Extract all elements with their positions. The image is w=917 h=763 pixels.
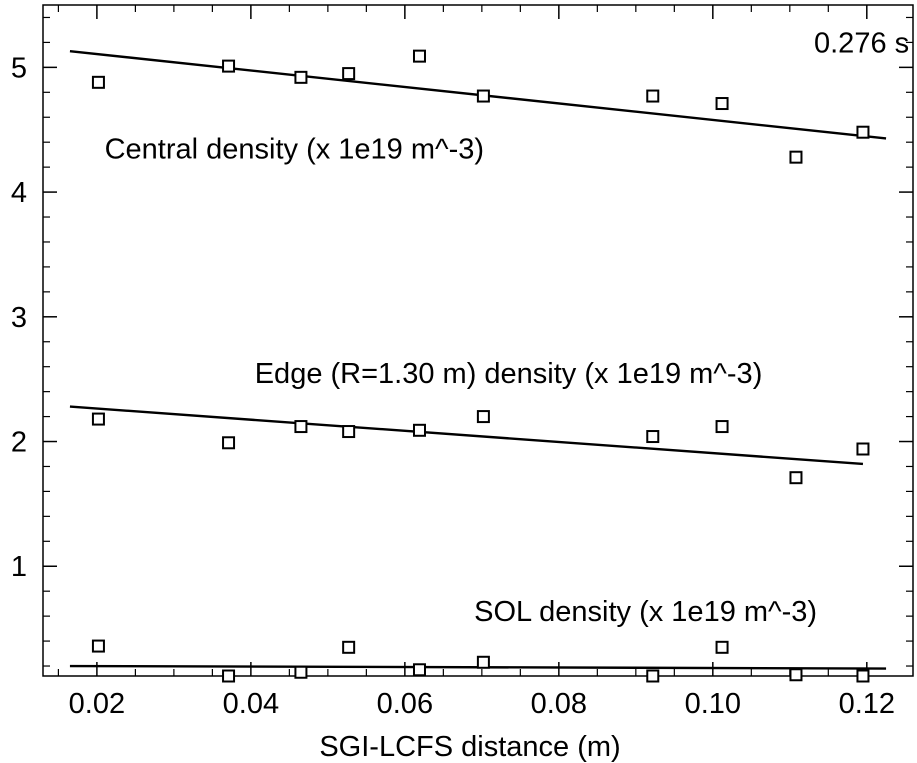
data-point-square — [294, 665, 308, 679]
data-point-square — [856, 669, 870, 683]
plot-frame — [42, 4, 914, 677]
data-point-square — [715, 97, 729, 111]
data-point-square — [294, 420, 308, 434]
y-tick-label: 2 — [11, 427, 27, 459]
data-point-square — [412, 423, 426, 437]
y-tick-label: 4 — [11, 177, 27, 209]
annotation-label: 0.276 s — [814, 27, 909, 59]
data-point-square — [342, 67, 356, 81]
x-tick-label: 0.04 — [223, 688, 279, 720]
data-point-square — [476, 89, 490, 103]
data-point-square — [91, 639, 105, 653]
data-point-square — [222, 436, 236, 450]
data-point-square — [222, 669, 236, 683]
data-point-square — [715, 420, 729, 434]
data-point-square — [715, 640, 729, 654]
x-tick-label: 0.02 — [69, 688, 125, 720]
y-tick-label: 1 — [11, 551, 27, 583]
data-point-square — [222, 59, 236, 73]
data-point-square — [342, 425, 356, 439]
data-point-square — [789, 668, 803, 682]
data-point-square — [789, 150, 803, 164]
data-point-square — [789, 471, 803, 485]
y-tick-label: 3 — [11, 302, 27, 334]
data-point-square — [856, 125, 870, 139]
annotation-label: SOL density (x 1e19 m^-3) — [474, 596, 817, 628]
annotation-label: Edge (R=1.30 m) density (x 1e19 m^-3) — [255, 358, 763, 390]
x-tick-label: 0.12 — [839, 688, 895, 720]
data-point-square — [412, 663, 426, 677]
annotations-group: 0.276 s Central density (x 1e19 m^-3) Edge… — [105, 27, 910, 628]
data-point-square — [646, 430, 660, 444]
x-tick-label: 0.06 — [377, 688, 433, 720]
fit-line — [69, 405, 864, 466]
data-point-square — [856, 442, 870, 456]
data-points-group — [91, 49, 870, 683]
x-axis-title: SGI-LCFS distance (m) — [319, 731, 620, 763]
axis-ticks-group: 0.02 0.04 0.06 0.08 0.10 0.12 1 2 3 4 5 — [11, 5, 913, 720]
data-point-square — [646, 89, 660, 103]
data-point-square — [91, 412, 105, 426]
data-point-square — [646, 669, 660, 683]
annotation-label: Central density (x 1e19 m^-3) — [105, 133, 484, 165]
data-point-square — [476, 655, 490, 669]
y-tick-label: 5 — [11, 52, 27, 84]
data-point-square — [342, 640, 356, 654]
data-point-square — [412, 49, 426, 63]
data-point-square — [294, 70, 308, 84]
plot-frame-group — [42, 4, 914, 677]
data-point-square — [91, 75, 105, 89]
x-tick-label: 0.08 — [531, 688, 587, 720]
data-point-square — [476, 410, 490, 424]
x-tick-label: 0.10 — [685, 688, 741, 720]
